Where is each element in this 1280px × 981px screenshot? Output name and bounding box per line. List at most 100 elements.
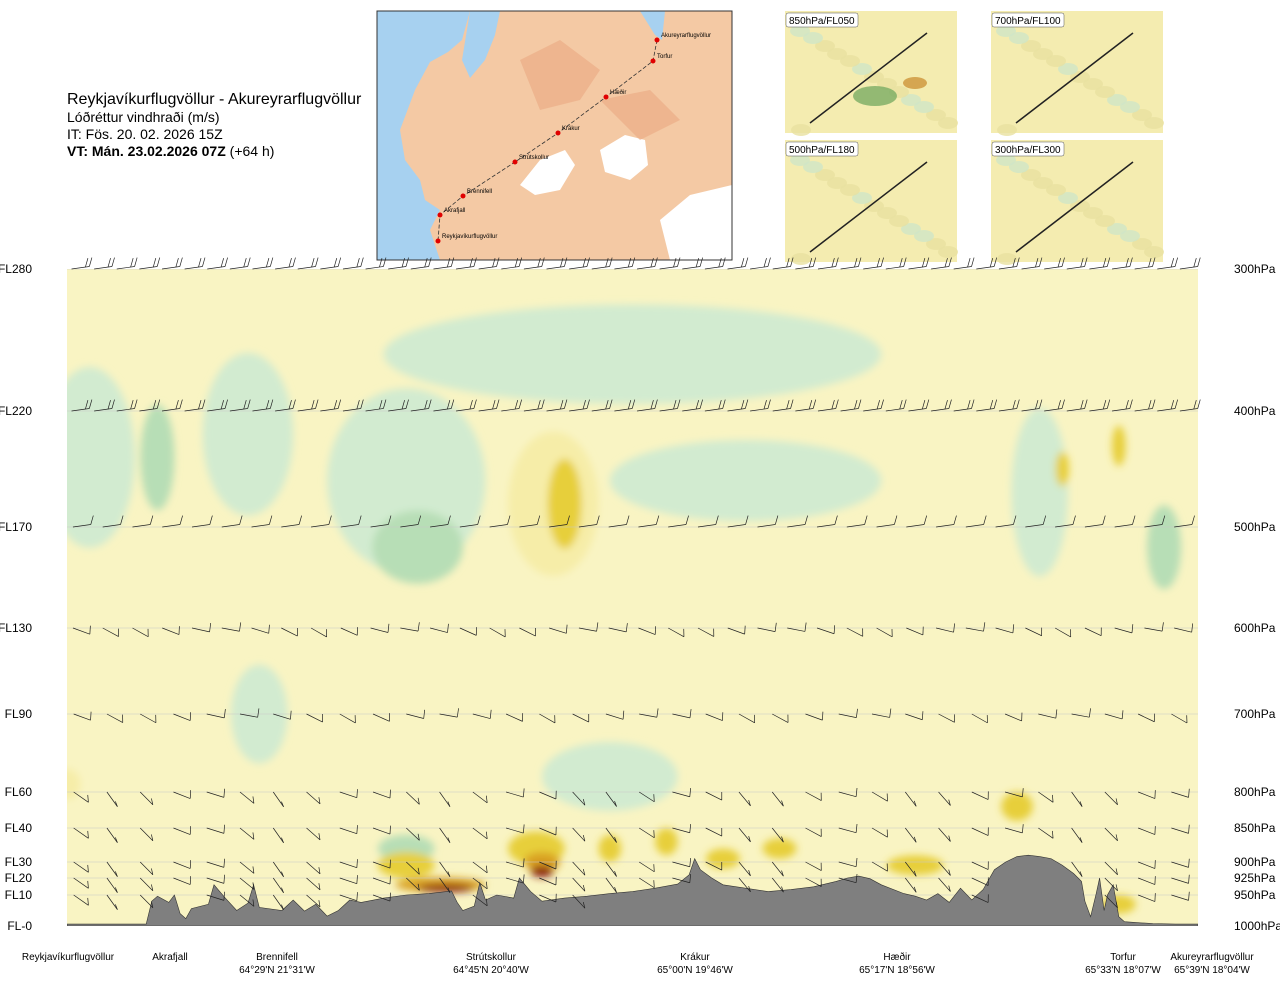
flight-level-labels: FL280 FL220 FL170 FL130 FL90 FL60 FL40 FL30 FL20… [0, 262, 32, 933]
wind-barb [106, 861, 118, 877]
wind-barb [750, 257, 771, 270]
wind-barb [206, 824, 225, 834]
route-point [555, 130, 561, 136]
inset-label: 700hPa/FL100 [995, 16, 1061, 27]
wind-barb [904, 861, 917, 877]
velocity-region-down-weak [542, 742, 678, 811]
wind-barb [605, 877, 617, 893]
waypoint-name: Akrafjall [152, 952, 188, 963]
wind-barb [388, 257, 409, 270]
wind-barb [297, 257, 319, 270]
wind-barb [1104, 710, 1124, 720]
wind-barb [72, 625, 91, 635]
wind-barb [1111, 399, 1133, 412]
wind-barb [139, 791, 154, 806]
wind-barb [727, 257, 749, 270]
wind-barb [505, 858, 525, 868]
wind-barb [757, 515, 779, 528]
inset-map: 850hPa/FL050 [785, 11, 958, 136]
wind-barb [1134, 399, 1156, 412]
velocity-region-up [1112, 425, 1126, 467]
wind-barb [456, 399, 477, 412]
wind-barb [805, 791, 822, 801]
wind-barb [1137, 876, 1156, 885]
route-point-label: Strútskollur [519, 155, 549, 161]
wind-barb [1004, 824, 1024, 834]
wind-barb [938, 791, 951, 806]
wind-barb [572, 861, 586, 876]
wind-barb [297, 399, 319, 412]
wind-barb [672, 824, 692, 834]
wind-barb [73, 861, 89, 873]
velocity-region-down-weak [202, 352, 294, 516]
wind-barb [339, 825, 358, 835]
wind-barb [971, 861, 989, 870]
wind-barb [339, 875, 358, 885]
wind-barb [608, 623, 628, 633]
wind-barb [342, 257, 364, 270]
hpa-label: 950hPa [1234, 888, 1276, 902]
inset-map: 300hPa/FL300 [991, 140, 1164, 265]
wind-barb [1179, 399, 1201, 412]
wind-barb [406, 709, 426, 719]
wind-barb [546, 257, 568, 270]
inset-map: 700hPa/FL100 [991, 11, 1164, 136]
wind-barb [206, 858, 225, 868]
velocity-region-up [762, 838, 797, 859]
velocity-region-up [655, 828, 678, 856]
wind-barb [727, 399, 749, 412]
waypoint-coord: 65°00'N 19°46'W [657, 965, 733, 976]
wind-barb [206, 709, 226, 719]
wind-barb [572, 894, 586, 909]
wind-barb [771, 827, 784, 843]
wind-barb [116, 399, 138, 412]
wind-barb [838, 708, 858, 718]
wind-barb [1071, 708, 1091, 718]
wind-barb [795, 399, 817, 412]
waypoint-name: Akureyrarflugvöllur [1170, 952, 1254, 963]
hpa-label: 925hPa [1234, 871, 1276, 885]
wind-barb [614, 399, 636, 412]
waypoint-coord: 64°45'N 20°40'W [453, 965, 529, 976]
velocity-region-down [140, 404, 175, 511]
route-point [437, 212, 443, 218]
wind-barb [439, 708, 459, 718]
wind-barb [908, 257, 930, 270]
wind-barb [523, 257, 545, 270]
wind-barb [1114, 624, 1134, 634]
waypoint-name: Hæðir [883, 951, 911, 963]
wind-barb [838, 823, 858, 834]
wind-barb [772, 713, 789, 723]
wind-barb [638, 515, 660, 528]
wind-barb [339, 859, 358, 869]
wind-barb [239, 791, 255, 804]
wind-barb [73, 711, 92, 721]
wind-barb [472, 827, 488, 840]
wind-barb [572, 827, 586, 842]
wind-barb [738, 861, 751, 877]
wind-barb [372, 875, 391, 885]
wind-barb [682, 399, 703, 412]
wind-barb [572, 877, 586, 892]
valid-time: VT: Mán. 23.02.2026 07Z [67, 143, 226, 159]
wind-barb [1004, 712, 1023, 722]
wind-barbs [71, 257, 1201, 910]
wind-barb [239, 894, 255, 907]
wind-barb [272, 827, 284, 843]
wind-barb [229, 257, 251, 270]
inset-label: 300hPa/FL300 [995, 145, 1061, 156]
wind-barb [838, 873, 858, 884]
wind-barb [638, 626, 656, 635]
hpa-label: 800hPa [1234, 785, 1276, 799]
route-point-label: Hæðir [610, 89, 626, 96]
wind-barb [1111, 257, 1133, 270]
wind-barb [672, 874, 692, 884]
wind-barb [1171, 891, 1190, 901]
wind-barb [738, 713, 756, 724]
wind-barb [191, 515, 213, 528]
wind-barb [1171, 713, 1188, 724]
velocity-region-up-max [530, 865, 554, 878]
wind-barb [339, 713, 356, 724]
wind-barb [400, 622, 420, 632]
wind-barb [275, 257, 296, 270]
